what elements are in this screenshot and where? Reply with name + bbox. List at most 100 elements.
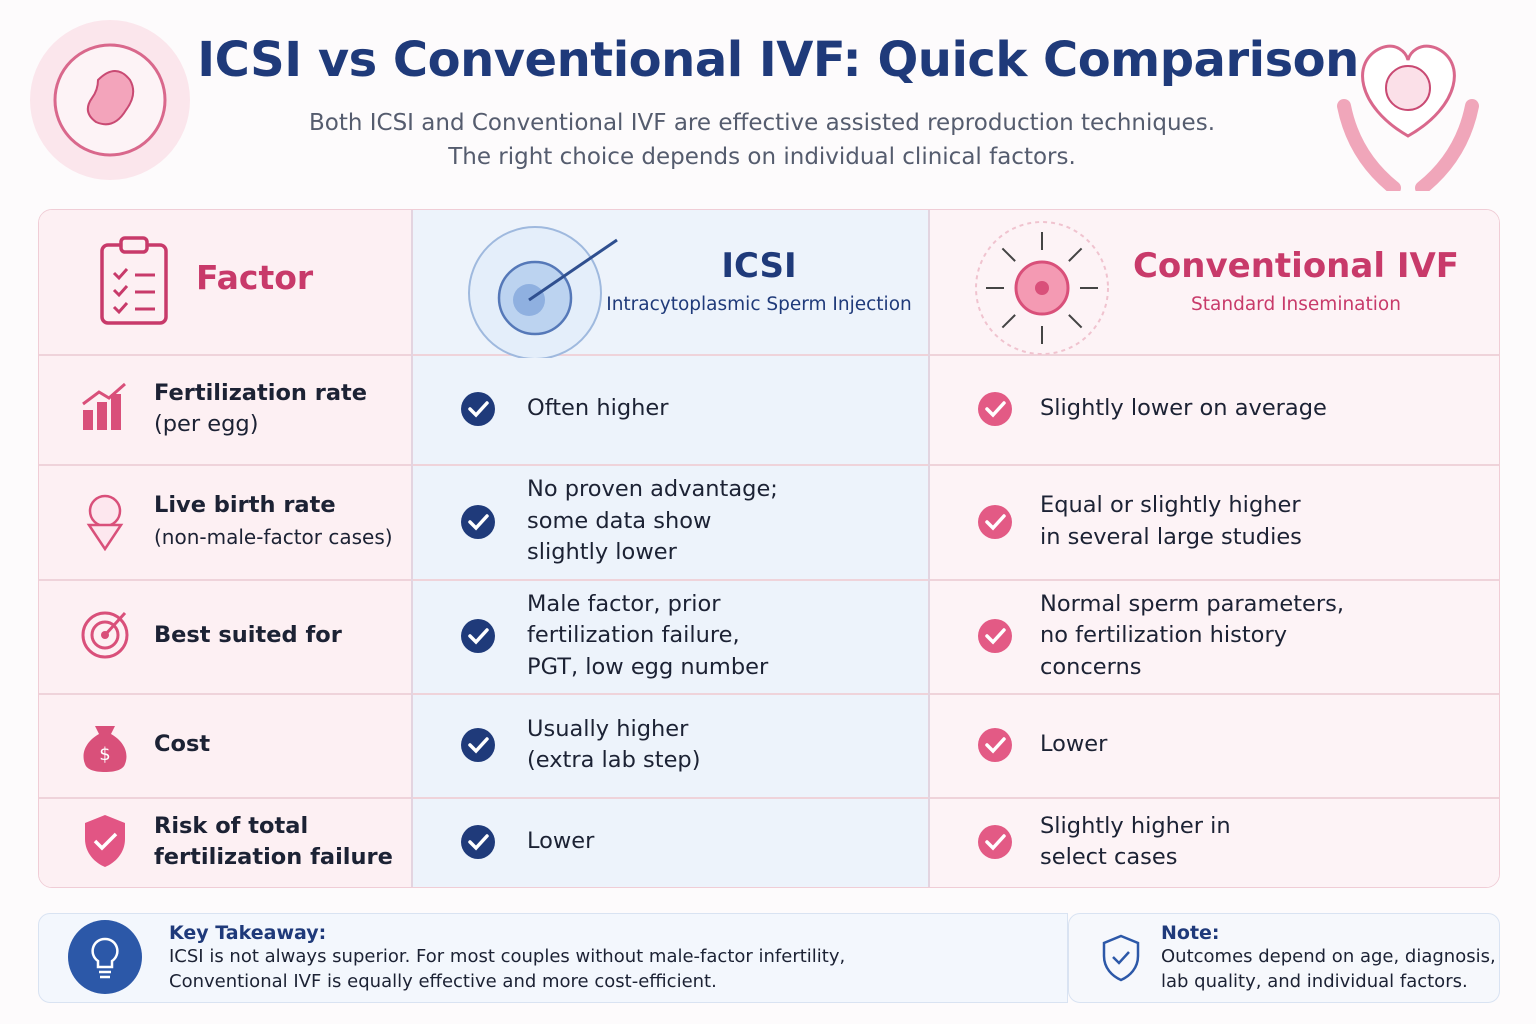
ivf-line: concerns — [1040, 653, 1142, 680]
check-icon — [461, 728, 495, 762]
row-divider — [39, 797, 1499, 799]
shield-icon — [1101, 934, 1141, 982]
note-line: Outcomes depend on age, diagnosis, — [1161, 946, 1496, 967]
factor-icon-graphic — [81, 611, 129, 659]
heart-hands-icon — [1337, 44, 1479, 191]
check-icon-graphic — [978, 619, 1012, 653]
ivf-line: select cases — [1040, 844, 1178, 870]
check-icon — [978, 825, 1012, 859]
embryo-icon — [30, 20, 190, 180]
factor-cell: Fertilization rate (per egg) — [154, 354, 404, 464]
ivf-cell: Slightly higher in select cases — [1040, 797, 1480, 887]
shield-icon-graphic — [1102, 934, 1140, 982]
factor-name: Risk of total — [154, 812, 309, 839]
icsi-line: PGT, low egg number — [527, 653, 769, 680]
check-icon-graphic — [461, 728, 495, 762]
icsi-title: ICSI — [721, 246, 797, 286]
ivf-icon-graphic — [975, 221, 1109, 355]
subtitle: Both ICSI and Conventional IVF are effec… — [0, 106, 1524, 174]
ivf-subtitle: Standard Insemination — [1191, 294, 1401, 315]
factor-icon — [81, 380, 129, 438]
ivf-cell: Lower — [1040, 693, 1480, 797]
icsi-line: slightly lower — [527, 539, 677, 566]
factor-name: fertilization failure — [154, 844, 393, 870]
ivf-line: Lower — [1040, 731, 1108, 758]
takeaway-line: Conventional IVF is equally effective an… — [169, 971, 717, 992]
icsi-cell: Usually higher (extra lab step) — [527, 693, 907, 797]
ivf-text: Slightly higher in select cases — [1040, 811, 1231, 874]
ivf-line: Slightly lower on average — [1040, 395, 1327, 422]
check-icon — [978, 504, 1012, 539]
ivf-line: Equal or slightly higher — [1040, 492, 1301, 518]
icsi-line: some data show — [527, 507, 712, 534]
check-icon-graphic — [978, 392, 1012, 426]
factor-icon — [81, 607, 129, 665]
factor-icon-graphic: $ — [83, 726, 127, 772]
column-divider — [411, 210, 413, 887]
factor-cell: Best suited for — [154, 579, 404, 693]
check-icon — [461, 619, 495, 653]
column-divider — [928, 210, 930, 887]
check-icon — [461, 504, 495, 539]
check-icon — [978, 728, 1012, 762]
factor-icon — [81, 493, 129, 551]
factor-name: Cost — [154, 731, 211, 758]
ivf-cell: Normal sperm parameters, no fertilization… — [1040, 579, 1480, 693]
factor-cell: Live birth rate (non-male-factor cases) — [154, 464, 404, 579]
takeaway-title: Key Takeaway: — [169, 922, 327, 944]
note-text: Note: Outcomes depend on age, diagnosis, l… — [1161, 922, 1496, 994]
icsi-line: Often higher — [527, 395, 669, 422]
icsi-icon-graphic — [468, 226, 618, 360]
factor-header: Factor — [196, 258, 314, 297]
icsi-line: No proven advantage; — [527, 476, 778, 503]
ivf-line: Slightly higher in — [1040, 812, 1231, 839]
check-icon — [978, 619, 1012, 653]
icsi-line: Usually higher — [527, 715, 689, 742]
check-icon-graphic — [978, 728, 1012, 762]
icsi-cell: Lower — [527, 797, 907, 887]
svg-text:$: $ — [99, 744, 110, 765]
factor-icon — [81, 813, 129, 871]
column-bg — [39, 210, 411, 887]
key-takeaway: Key Takeaway: ICSI is not always superior… — [38, 913, 1068, 1003]
ivf-text: Normal sperm parameters, no fertilization… — [1040, 589, 1344, 684]
note-title: Note: — [1161, 922, 1220, 944]
check-icon-graphic — [461, 392, 495, 426]
icsi-text: No proven advantage; some data show slight… — [527, 474, 778, 569]
clipboard-icon-graphic — [100, 236, 168, 325]
row-divider — [39, 579, 1499, 581]
icsi-subtitle: Intracytoplasmic Sperm Injection — [606, 294, 912, 315]
check-icon — [461, 825, 495, 859]
factor-text: Fertilization rate (per egg) — [154, 378, 367, 441]
icsi-cell: Male factor, prior fertilization failure,… — [527, 579, 907, 693]
note-line: lab quality, and individual factors. — [1161, 971, 1468, 992]
ivf-line: no fertilization history — [1040, 622, 1288, 649]
icsi-line: fertilization failure, — [527, 622, 740, 649]
check-icon — [978, 392, 1012, 426]
takeaway-line: ICSI is not always superior. For most co… — [169, 946, 846, 967]
ivf-title: Conventional IVF — [1132, 246, 1460, 286]
icsi-line: (extra lab step) — [527, 747, 701, 773]
icsi-text: Lower — [527, 826, 594, 858]
icsi-text: Usually higher (extra lab step) — [527, 714, 700, 777]
icsi-cell: Often higher — [527, 354, 907, 464]
check-icon-graphic — [461, 619, 495, 653]
subtitle-line: Both ICSI and Conventional IVF are effec… — [308, 110, 1216, 136]
factor-note: (per egg) — [154, 411, 259, 437]
factor-text: Live birth rate (non-male-factor cases) — [154, 490, 393, 553]
ivf-text: Lower — [1040, 729, 1107, 761]
ivf-icon — [974, 218, 1114, 358]
note: Note: Outcomes depend on age, diagnosis, l… — [1068, 913, 1500, 1003]
factor-icon-graphic — [85, 815, 125, 867]
row-divider — [39, 693, 1499, 695]
takeaway-text: Key Takeaway: ICSI is not always superior… — [169, 922, 845, 994]
bulb-icon-graphic — [68, 920, 142, 994]
factor-text: Best suited for — [154, 620, 342, 652]
factor-cell: Risk of total fertilization failure — [154, 797, 404, 887]
factor-note: (non-male-factor cases) — [154, 524, 393, 549]
icsi-text: Male factor, prior fertilization failure,… — [527, 589, 768, 684]
ivf-cell: Equal or slightly higher in several large… — [1040, 464, 1480, 579]
factor-name: Fertilization rate — [154, 379, 368, 406]
factor-icon: $ — [81, 716, 129, 774]
